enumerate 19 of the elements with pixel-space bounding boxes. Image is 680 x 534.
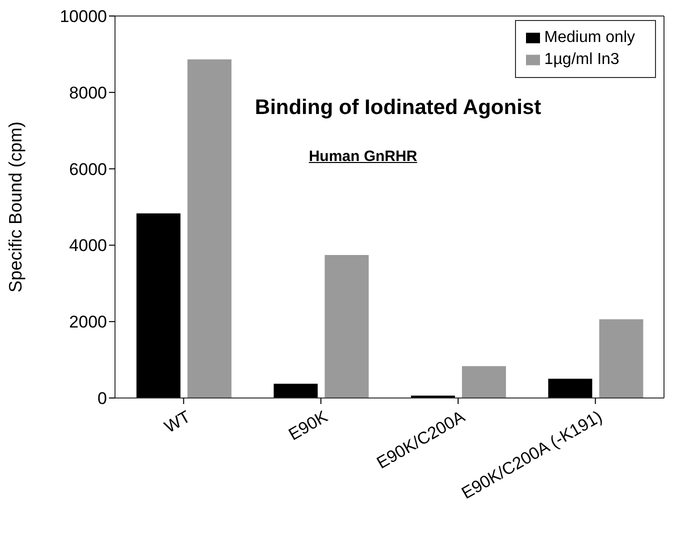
text: Human GnRHR (308, 148, 418, 165)
y-tick-label: 6000 (69, 160, 107, 179)
bar (462, 366, 506, 398)
y-tick-label: 0 (98, 389, 107, 408)
bar (324, 255, 369, 398)
bar (599, 319, 644, 398)
legend-label: 1µg/ml In3 (544, 51, 620, 68)
x-tick-label: WT (161, 407, 194, 437)
bar (548, 378, 592, 398)
y-tick-label: 8000 (69, 83, 107, 102)
y-axis-title: Specific Bound (cpm) (5, 121, 26, 293)
bar (187, 59, 232, 398)
text: Binding of Iodinated Agonist (254, 96, 542, 120)
bar (136, 213, 180, 398)
y-tick-label: 2000 (69, 312, 107, 332)
bar (274, 384, 318, 398)
legend-label: Medium only (544, 29, 635, 46)
y-tick-label: 10000 (60, 7, 107, 26)
y-tick-label: 4000 (69, 236, 107, 256)
